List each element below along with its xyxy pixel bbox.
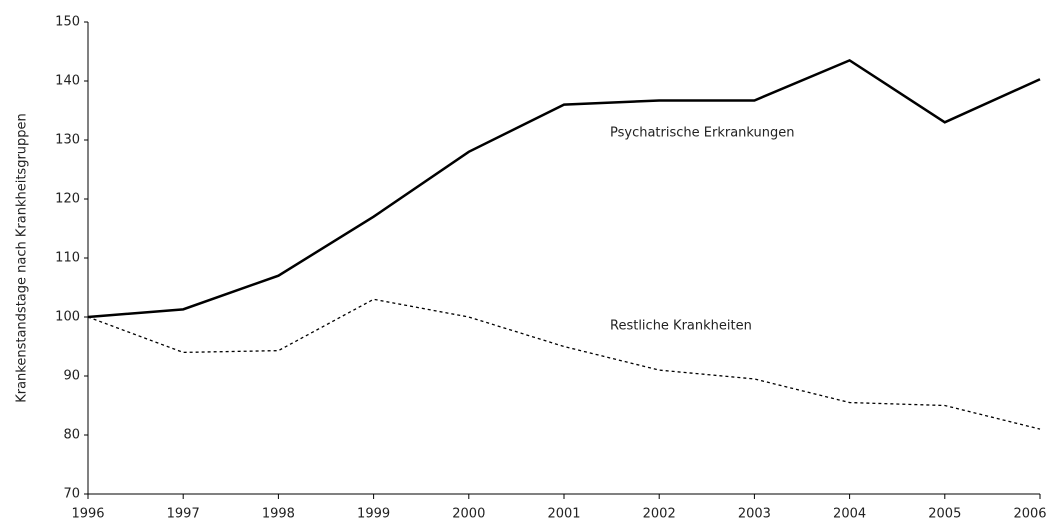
y-tick-label: 110 (55, 251, 80, 266)
y-axis-label: Krankenstandstage nach Krankheitsgruppen (15, 113, 30, 403)
x-tick-label: 1998 (262, 507, 295, 522)
y-tick-label: 150 (55, 15, 80, 30)
x-tick-label: 2005 (928, 507, 961, 522)
x-tick-label: 2002 (643, 507, 676, 522)
series-line (87, 58, 1041, 319)
series-line (87, 298, 1041, 430)
y-tick-label: 130 (55, 133, 80, 148)
x-tick-label: 2003 (738, 507, 771, 522)
y-tick-label: 90 (63, 369, 80, 384)
y-tick-label: 120 (55, 192, 80, 207)
x-tick-label: 2001 (547, 507, 580, 522)
x-tick-label: 1999 (357, 507, 390, 522)
x-tick-label: 1996 (71, 507, 104, 522)
series-label: Psychatrische Erkrankungen (610, 126, 795, 141)
y-tick-label: 140 (55, 74, 80, 89)
x-tick-label: 1997 (167, 507, 200, 522)
x-tick-label: 2000 (452, 507, 485, 522)
y-tick-label: 70 (63, 487, 80, 502)
x-tick-label: 2004 (833, 507, 866, 522)
series-label: Restliche Krankheiten (610, 319, 752, 334)
y-tick-label: 100 (55, 310, 80, 325)
x-tick-label: 2006 (1013, 507, 1046, 522)
y-tick-label: 80 (63, 428, 80, 443)
